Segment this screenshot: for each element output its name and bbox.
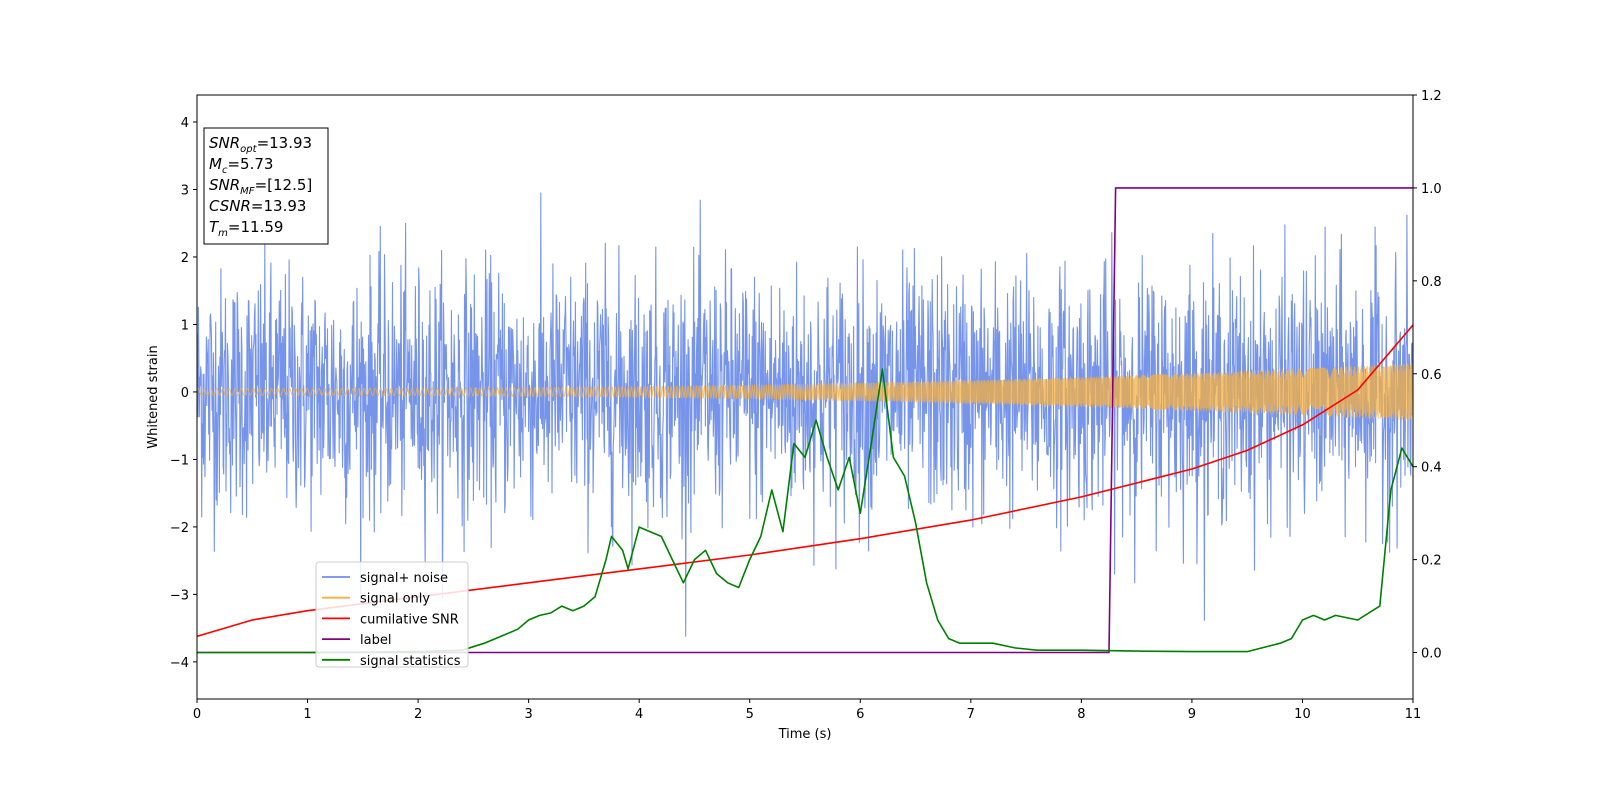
y-tick-label: 3 — [181, 183, 189, 198]
annotation-line: SNRopt=13.93 — [209, 134, 312, 155]
y-tick-label: −3 — [170, 588, 189, 603]
y-tick-label: 2 — [181, 251, 189, 266]
y2-tick-label: 1.0 — [1421, 182, 1442, 197]
x-tick-label: 7 — [967, 707, 975, 722]
x-tick-label: 1 — [303, 707, 311, 722]
y-axis-left: 4 3 2 1 0 −1 −2 −3 −4 — [170, 116, 197, 671]
annotation-frame — [203, 127, 329, 245]
y2-tick-label: 0.0 — [1421, 647, 1442, 662]
x-axis: 0 1 2 3 4 5 6 7 8 9 10 11 — [193, 699, 1421, 722]
y-tick-label: −1 — [170, 453, 189, 468]
annotation-subscript: c — [222, 165, 228, 176]
x-axis-label: Time (s) — [778, 727, 832, 742]
series-line-0 — [197, 192, 1413, 637]
y2-tick-label: 0.6 — [1421, 368, 1442, 383]
x-tick-label: 4 — [635, 707, 643, 722]
annotation-box: SNRopt=13.93Mc=5.73SNRMF=[12.5]CSNR=13.9… — [203, 127, 329, 245]
x-tick-label: 3 — [524, 707, 532, 722]
x-tick-label: 2 — [414, 707, 422, 722]
annotation-subscript: opt — [240, 144, 257, 155]
annotation-line: SNRMF=[12.5] — [209, 176, 312, 197]
annotation-subscript: m — [218, 228, 228, 239]
series-line-1 — [197, 363, 1413, 421]
annotation-value: =13.93 — [251, 197, 307, 215]
x-tick-label: 0 — [193, 707, 201, 722]
legend: signal+ noise signal only cumilative SNR la… — [315, 561, 469, 669]
y2-tick-label: 1.2 — [1421, 89, 1442, 104]
annotation-value: =13.93 — [257, 134, 313, 152]
annotation-line: Tm=11.59 — [209, 218, 283, 239]
y-axis-right: 1.2 1.0 0.8 0.6 0.4 0.2 0.0 — [1413, 89, 1442, 662]
y2-tick-label: 0.4 — [1421, 461, 1442, 476]
y2-tick-label: 0.2 — [1421, 554, 1442, 569]
plot-frame — [196, 94, 1414, 700]
y-tick-label: 0 — [181, 386, 189, 401]
legend-frame — [315, 561, 469, 668]
y-tick-label: 1 — [181, 318, 189, 333]
y-tick-label: −2 — [170, 521, 189, 536]
legend-label: label — [360, 633, 391, 648]
annotation-symbol: M — [209, 155, 222, 173]
annotation-value: =11.59 — [228, 218, 284, 236]
x-tick-label: 9 — [1188, 707, 1196, 722]
legend-label: signal only — [360, 592, 430, 607]
annotation-line: Mc=5.73 — [209, 155, 273, 176]
annotation-symbol: SNR — [209, 134, 240, 152]
x-tick-label: 6 — [856, 707, 864, 722]
legend-label: signal+ noise — [360, 571, 448, 586]
y-axis-label: Whitened strain — [146, 345, 161, 448]
annotation-subscript: MF — [240, 186, 255, 197]
series-line-4 — [197, 368, 1413, 654]
x-tick-label: 8 — [1077, 707, 1085, 722]
annotation-line: CSNR=13.93 — [209, 197, 306, 215]
annotation-symbol: T — [209, 218, 220, 236]
x-tick-label: 5 — [746, 707, 754, 722]
annotation-value: =[12.5] — [255, 176, 313, 194]
y-tick-label: −4 — [170, 656, 189, 671]
x-tick-label: 11 — [1405, 707, 1422, 722]
annotation-symbol: CSNR — [209, 197, 251, 215]
legend-label: cumilative SNR — [360, 612, 459, 627]
y-tick-label: 4 — [181, 116, 189, 131]
series-line-3 — [197, 187, 1413, 654]
annotation-symbol: SNR — [209, 176, 240, 194]
y2-tick-label: 0.8 — [1421, 275, 1442, 290]
legend-label: signal statistics — [360, 654, 461, 669]
x-tick-label: 10 — [1294, 707, 1311, 722]
annotation-value: =5.73 — [227, 155, 273, 173]
